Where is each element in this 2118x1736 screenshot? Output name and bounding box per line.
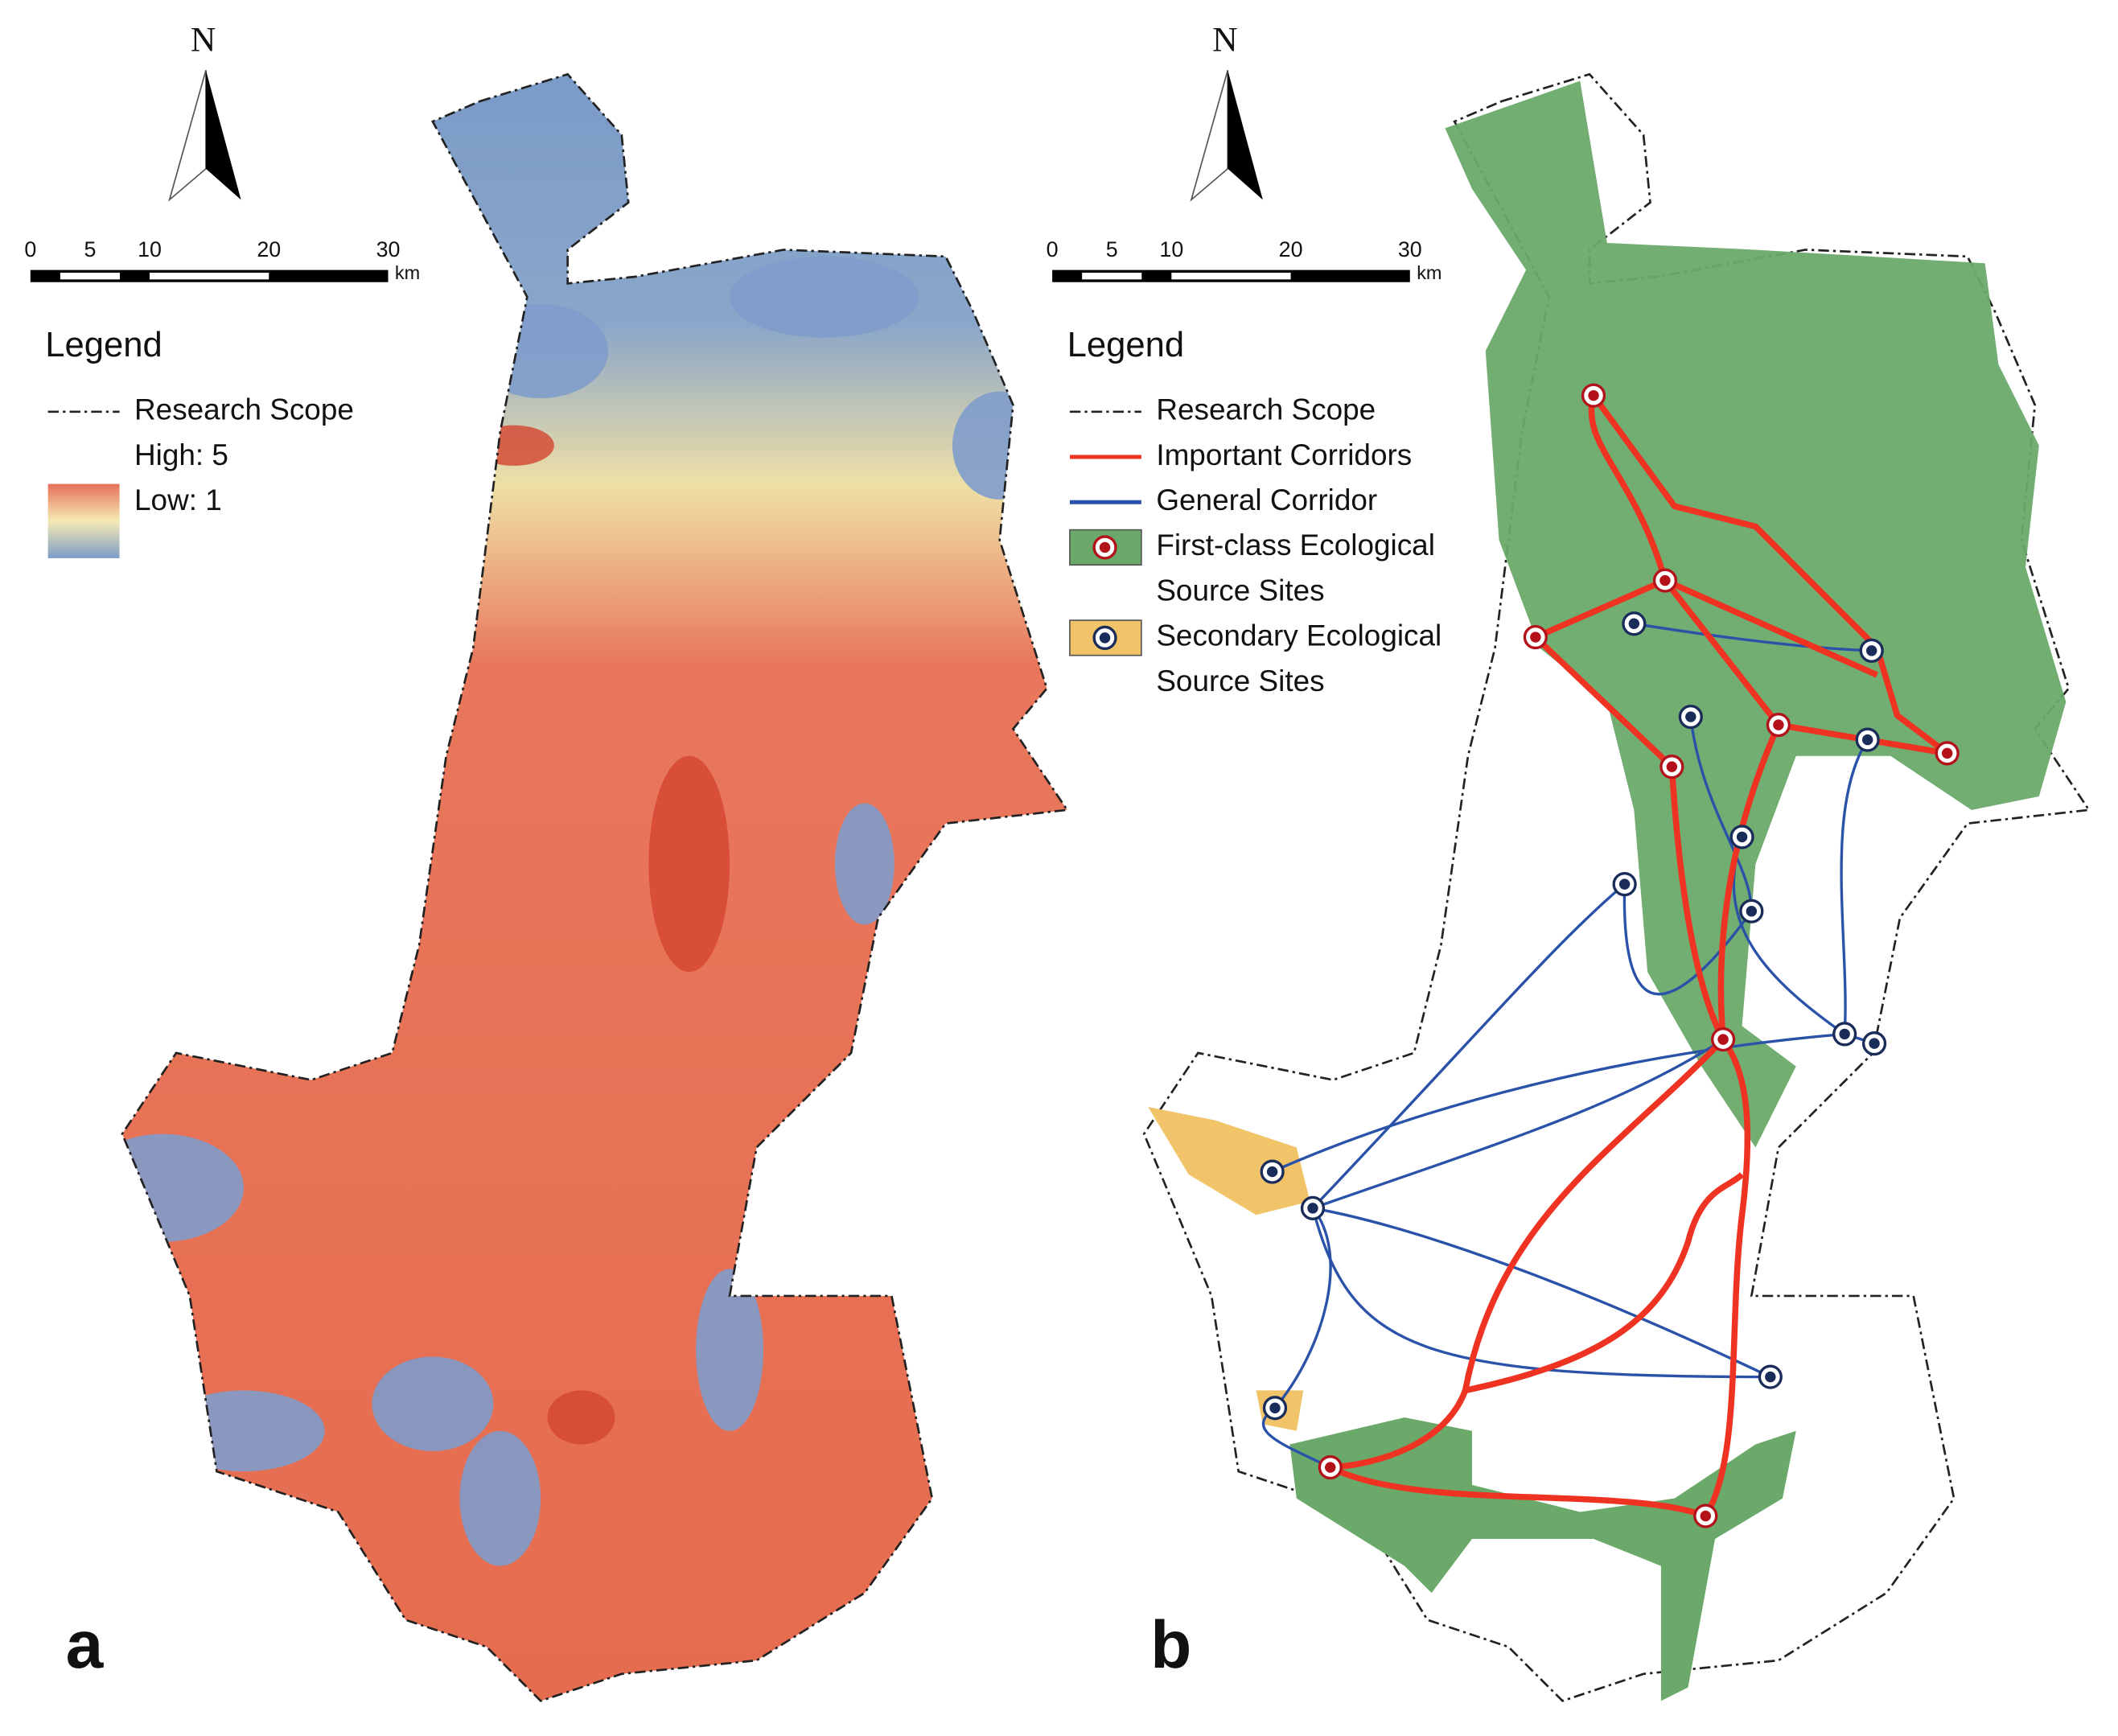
legend-label: High: 5 xyxy=(134,438,228,471)
scale-unit: km xyxy=(395,262,420,283)
secondary-land xyxy=(1148,1107,1310,1216)
source-sites xyxy=(1260,383,1960,1528)
legend-label: First-class Ecological xyxy=(1156,529,1435,562)
north-arrow xyxy=(205,70,241,200)
scale-bar xyxy=(60,272,120,280)
scale-label: 20 xyxy=(257,237,281,261)
legend-label: Secondary Ecological xyxy=(1156,619,1441,652)
suitability-map xyxy=(121,72,1068,1702)
north-label: N xyxy=(191,21,216,60)
scale-label: 30 xyxy=(1398,237,1422,261)
scale-label: 10 xyxy=(138,237,162,261)
scale-label: 5 xyxy=(84,237,96,261)
legend-label: General Corridor xyxy=(1156,483,1377,516)
legend-label: Research Scope xyxy=(134,393,354,426)
north-arrow xyxy=(1228,70,1263,200)
panel-label: a xyxy=(66,1606,105,1682)
legend-title: Legend xyxy=(45,326,162,364)
scale-label: 5 xyxy=(1106,237,1118,261)
legend-symbol xyxy=(1099,632,1111,644)
legend-label: Source Sites xyxy=(1156,664,1324,697)
legend-label: Low: 1 xyxy=(134,483,222,516)
legend-label: Source Sites xyxy=(1156,574,1324,607)
north-arrow xyxy=(1190,70,1229,202)
corridor-map xyxy=(1142,72,2091,1702)
north-arrow xyxy=(168,70,207,202)
scale-bar xyxy=(1082,272,1142,280)
general-corridors xyxy=(1261,622,1875,1469)
legend-label: Important Corridors xyxy=(1156,438,1412,471)
scale-label: 20 xyxy=(1279,237,1303,261)
legend-symbol xyxy=(47,483,120,558)
scale-unit: km xyxy=(1417,262,1441,283)
scale-label: 30 xyxy=(376,237,401,261)
legend-symbol xyxy=(1099,541,1111,553)
scale-label: 0 xyxy=(24,237,36,261)
scale-label: 0 xyxy=(1047,237,1059,261)
legend-label: Research Scope xyxy=(1156,393,1376,426)
scale-bar xyxy=(1171,272,1291,280)
north-label: N xyxy=(1212,21,1238,60)
scale-bar xyxy=(150,272,269,280)
scale-label: 10 xyxy=(1159,237,1183,261)
panel-label: b xyxy=(1150,1606,1191,1682)
legend-title: Legend xyxy=(1067,326,1185,364)
